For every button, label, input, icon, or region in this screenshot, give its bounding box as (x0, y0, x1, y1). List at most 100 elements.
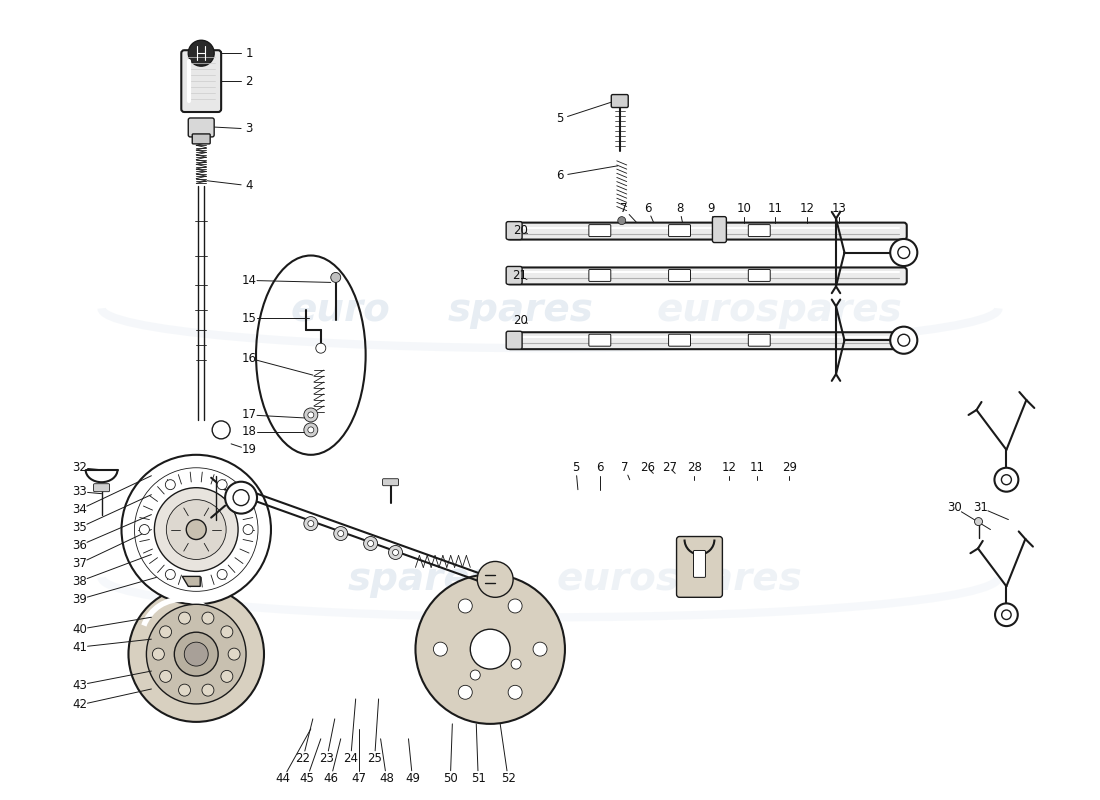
Text: spares: spares (348, 560, 494, 598)
Text: 33: 33 (73, 485, 87, 498)
Text: 27: 27 (662, 462, 678, 474)
Circle shape (154, 488, 238, 571)
Text: 12: 12 (800, 202, 815, 215)
FancyBboxPatch shape (506, 266, 522, 285)
Text: spares: spares (448, 291, 593, 330)
Circle shape (308, 412, 314, 418)
Text: 45: 45 (299, 772, 315, 785)
Text: 48: 48 (379, 772, 394, 785)
Text: 20: 20 (513, 224, 528, 237)
Circle shape (226, 482, 257, 514)
Circle shape (212, 421, 230, 439)
Circle shape (1001, 474, 1011, 485)
FancyBboxPatch shape (693, 550, 705, 578)
Circle shape (388, 546, 403, 559)
Text: 37: 37 (73, 557, 87, 570)
Text: 11: 11 (750, 462, 764, 474)
Text: 24: 24 (343, 752, 359, 766)
Text: 46: 46 (323, 772, 339, 785)
FancyBboxPatch shape (588, 270, 610, 282)
Circle shape (202, 684, 213, 696)
Text: 14: 14 (242, 274, 256, 287)
Circle shape (459, 599, 472, 613)
Circle shape (618, 217, 626, 225)
Text: 40: 40 (73, 622, 87, 636)
Circle shape (160, 670, 172, 682)
Text: 38: 38 (73, 575, 87, 588)
Circle shape (188, 40, 214, 66)
Circle shape (364, 537, 377, 550)
Text: 25: 25 (367, 752, 382, 766)
Text: 31: 31 (974, 501, 988, 514)
FancyBboxPatch shape (713, 217, 726, 242)
Text: 26: 26 (640, 462, 656, 474)
Circle shape (1002, 610, 1011, 619)
Circle shape (308, 521, 314, 526)
Text: 36: 36 (73, 539, 87, 552)
Circle shape (898, 334, 910, 346)
Circle shape (228, 648, 240, 660)
FancyBboxPatch shape (588, 334, 610, 346)
Text: 15: 15 (242, 312, 256, 325)
Circle shape (221, 626, 233, 638)
Text: 2: 2 (245, 74, 253, 88)
Circle shape (178, 684, 190, 696)
Circle shape (996, 603, 1018, 626)
Text: 17: 17 (242, 409, 256, 422)
FancyBboxPatch shape (506, 331, 522, 349)
Circle shape (890, 326, 917, 354)
Text: 9: 9 (707, 202, 715, 215)
Text: 19: 19 (242, 443, 256, 456)
Circle shape (178, 612, 190, 624)
Circle shape (471, 630, 510, 669)
Text: 11: 11 (768, 202, 783, 215)
Text: 5: 5 (557, 113, 563, 126)
Circle shape (174, 632, 218, 676)
Text: 5: 5 (572, 462, 580, 474)
Circle shape (160, 626, 172, 638)
Text: 16: 16 (242, 352, 256, 365)
Text: 29: 29 (782, 462, 796, 474)
Circle shape (471, 670, 481, 680)
Text: 10: 10 (737, 202, 751, 215)
Circle shape (146, 604, 246, 704)
Text: 21: 21 (513, 269, 528, 282)
Text: 51: 51 (471, 772, 486, 785)
Text: 39: 39 (73, 593, 87, 606)
Text: 7: 7 (620, 202, 627, 215)
FancyBboxPatch shape (669, 225, 691, 237)
FancyBboxPatch shape (182, 50, 221, 112)
Circle shape (221, 670, 233, 682)
Circle shape (166, 500, 227, 559)
Circle shape (304, 517, 318, 530)
Text: 32: 32 (73, 462, 87, 474)
Text: 20: 20 (513, 314, 528, 326)
Circle shape (243, 525, 253, 534)
Circle shape (512, 659, 521, 669)
Circle shape (433, 642, 448, 656)
Text: 42: 42 (73, 698, 87, 711)
Text: 43: 43 (73, 678, 87, 691)
Text: 28: 28 (688, 462, 702, 474)
Circle shape (994, 468, 1019, 492)
FancyBboxPatch shape (94, 484, 110, 492)
FancyBboxPatch shape (507, 267, 906, 285)
Circle shape (202, 612, 213, 624)
Text: 23: 23 (319, 752, 334, 766)
FancyBboxPatch shape (748, 334, 770, 346)
Circle shape (477, 562, 513, 598)
Text: 6: 6 (596, 462, 604, 474)
Text: 18: 18 (242, 426, 256, 438)
Circle shape (153, 648, 164, 660)
FancyBboxPatch shape (669, 270, 691, 282)
Text: 1: 1 (245, 46, 253, 60)
Circle shape (975, 518, 982, 526)
FancyBboxPatch shape (506, 222, 522, 239)
FancyBboxPatch shape (676, 537, 723, 598)
Circle shape (217, 480, 227, 490)
Text: 12: 12 (722, 462, 737, 474)
Text: 3: 3 (245, 122, 253, 135)
Circle shape (508, 686, 522, 699)
Text: 47: 47 (351, 772, 366, 785)
Text: 6: 6 (557, 170, 563, 182)
